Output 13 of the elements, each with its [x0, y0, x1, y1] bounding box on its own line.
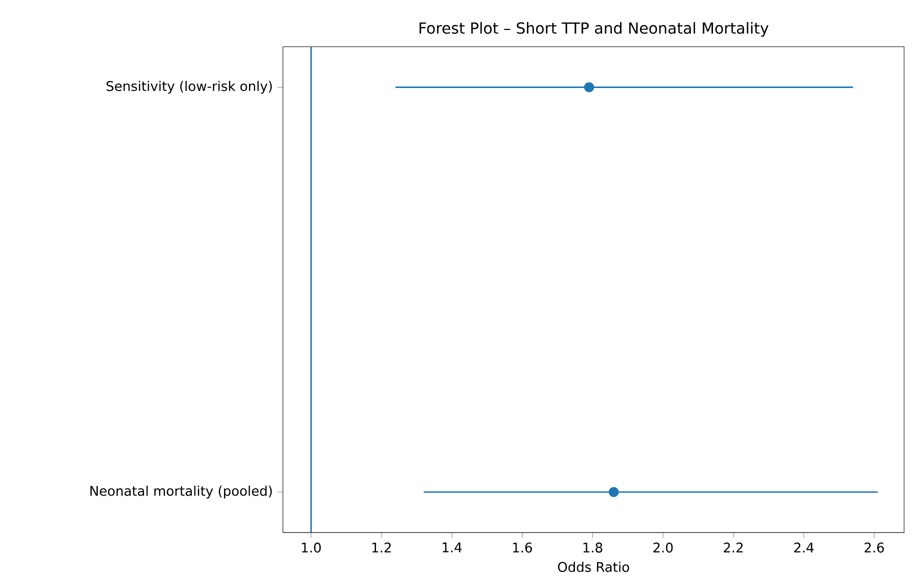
chart-title: Forest Plot – Short TTP and Neonatal Mortality — [420, 22, 768, 37]
x-tick-label: 2.0 — [653, 542, 673, 552]
y-tick-label: Sensitivity (low-risk only) — [106, 80, 272, 94]
y-tick-label: Neonatal mortality (pooled) — [90, 485, 272, 498]
x-tick-label: 2.6 — [864, 542, 884, 552]
x-tick-label: 1.8 — [584, 542, 602, 552]
x-tick-label: 1.2 — [372, 542, 391, 552]
x-axis-title: Odds Ratio — [558, 562, 630, 572]
x-tick-label: 1.6 — [513, 542, 532, 552]
x-tick-label: 1.0 — [302, 542, 321, 552]
x-tick-label: 2.2 — [724, 542, 743, 552]
x-tick-label: 2.4 — [794, 542, 814, 552]
x-tick-label: 1.4 — [442, 542, 462, 552]
